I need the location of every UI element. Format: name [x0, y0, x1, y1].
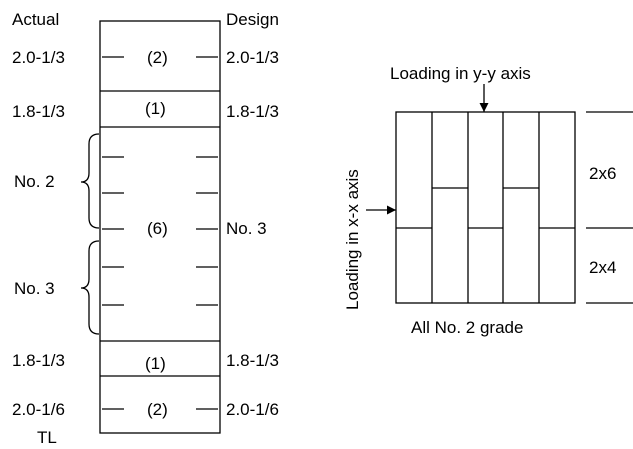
actual-grade-inner-tension: 1.8-1/3	[12, 351, 65, 370]
design-grade-inner-compression: 1.8-1/3	[226, 102, 279, 121]
layup-cross-section: Actual Design 2.0-1/3 (2) 2.0-1/3 1.8-1/…	[12, 10, 279, 447]
tension-lam-label: TL	[37, 428, 57, 447]
loading-y-label: Loading in y-y axis	[390, 64, 531, 83]
lam-count-core: (6)	[147, 219, 168, 238]
group-label-no3: No. 3	[14, 279, 55, 298]
design-grade-outer-compression: 2.0-1/3	[226, 48, 279, 67]
lower-lumber-size: 2x4	[589, 258, 616, 277]
brace-lower-group	[80, 240, 100, 335]
lam-count-outer-tension: (2)	[147, 400, 168, 419]
brace-upper-group	[80, 133, 100, 229]
lumber-block-outline	[395, 111, 576, 304]
design-grade-inner-tension: 1.8-1/3	[226, 351, 279, 370]
lumber-arrangement: Loading in y-y axis Loading in x-x axis …	[343, 64, 633, 337]
actual-grade-inner-compression: 1.8-1/3	[12, 102, 65, 121]
upper-lumber-size: 2x6	[589, 164, 616, 183]
grade-caption: All No. 2 grade	[411, 318, 523, 337]
group-label-no2: No. 2	[14, 172, 55, 191]
actual-grade-outer-compression: 2.0-1/3	[12, 48, 65, 67]
lam-count-outer-compression: (2)	[147, 48, 168, 67]
actual-grade-outer-tension: 2.0-1/6	[12, 400, 65, 419]
beam-outline	[99, 20, 221, 434]
header-actual: Actual	[12, 10, 59, 29]
loading-x-label: Loading in x-x axis	[343, 169, 362, 310]
lam-count-inner-tension: (1)	[145, 354, 166, 373]
design-grade-outer-tension: 2.0-1/6	[226, 400, 279, 419]
design-grade-core: No. 3	[226, 219, 267, 238]
header-design: Design	[226, 10, 279, 29]
lam-count-inner-compression: (1)	[145, 99, 166, 118]
